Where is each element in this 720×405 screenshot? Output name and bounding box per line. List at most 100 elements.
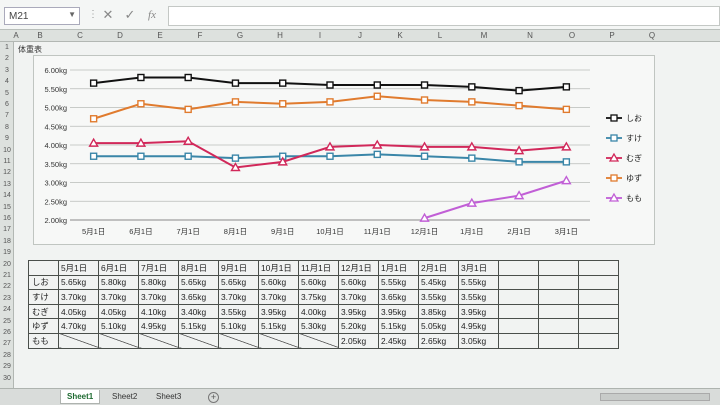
table-cell[interactable]: 5.30kg bbox=[298, 318, 339, 334]
column-header[interactable]: C bbox=[77, 31, 83, 40]
row-header[interactable]: 4 bbox=[5, 78, 9, 86]
table-cell[interactable] bbox=[98, 332, 139, 349]
table-cell[interactable]: 3.75kg bbox=[298, 289, 339, 305]
formula-input[interactable] bbox=[168, 6, 720, 26]
table-cell[interactable] bbox=[498, 332, 539, 349]
table-cell[interactable]: 5.80kg bbox=[98, 274, 139, 291]
table-cell[interactable]: 4.95kg bbox=[138, 318, 179, 334]
table-cell[interactable] bbox=[538, 303, 579, 320]
table-cell[interactable]: 3.95kg bbox=[338, 303, 379, 320]
table-cell[interactable] bbox=[538, 260, 579, 276]
table-cell[interactable] bbox=[138, 332, 179, 349]
table-cell[interactable]: 5.60kg bbox=[258, 274, 299, 291]
row-header[interactable]: 8 bbox=[5, 123, 9, 131]
table-cell[interactable]: 3.85kg bbox=[418, 303, 459, 320]
cancel-icon[interactable]: ✕ bbox=[102, 7, 114, 22]
table-header-cell[interactable]: 6月1日 bbox=[98, 260, 139, 276]
add-sheet-icon[interactable]: + bbox=[208, 392, 219, 403]
table-cell[interactable] bbox=[58, 332, 99, 349]
horizontal-scrollbar[interactable] bbox=[600, 393, 710, 401]
tab-sheet3[interactable]: Sheet3 bbox=[156, 392, 182, 401]
column-header[interactable]: G bbox=[236, 31, 244, 40]
table-cell[interactable]: 4.05kg bbox=[98, 303, 139, 320]
table-cell[interactable]: 3.70kg bbox=[58, 289, 99, 305]
row-header[interactable]: 1 bbox=[5, 44, 9, 51]
row-header[interactable]: 17 bbox=[3, 226, 11, 234]
table-header-cell[interactable]: 9月1日 bbox=[218, 260, 259, 276]
tab-sheet2[interactable]: Sheet2 bbox=[112, 392, 138, 401]
table-cell[interactable] bbox=[578, 318, 619, 334]
table-cell[interactable] bbox=[498, 274, 539, 291]
table-cell[interactable] bbox=[498, 318, 539, 334]
sheet-title-cell[interactable]: 体重表 bbox=[18, 45, 42, 54]
table-cell[interactable] bbox=[578, 260, 619, 276]
table-cell[interactable]: 3.70kg bbox=[218, 289, 259, 305]
enter-icon[interactable]: ✓ bbox=[124, 7, 136, 22]
table-cell[interactable] bbox=[578, 303, 619, 320]
weight-line-chart[interactable]: 6.00kg 5.50kg 5.00kg 4.50kg 4.00kg 3.50kg 3.00… bbox=[33, 55, 655, 245]
table-cell[interactable]: 3.40kg bbox=[178, 303, 219, 320]
column-header[interactable]: E bbox=[157, 31, 163, 40]
table-cell[interactable]: 5.55kg bbox=[458, 274, 499, 291]
table-cell[interactable]: 3.95kg bbox=[258, 303, 299, 320]
table-header-cell[interactable]: 12月1日 bbox=[338, 260, 379, 276]
table-cell[interactable]: 4.10kg bbox=[138, 303, 179, 320]
table-cell[interactable]: 4.05kg bbox=[58, 303, 99, 320]
column-header[interactable]: F bbox=[197, 31, 203, 40]
column-header[interactable]: P bbox=[609, 31, 615, 40]
table-cell[interactable]: 3.70kg bbox=[98, 289, 139, 305]
table-cell[interactable]: 5.65kg bbox=[178, 274, 219, 291]
table-cell[interactable]: 5.05kg bbox=[418, 318, 459, 334]
table-cell[interactable]: 3.65kg bbox=[378, 289, 419, 305]
row-header[interactable]: 30 bbox=[3, 374, 11, 382]
column-header[interactable]: H bbox=[277, 31, 283, 40]
row-header[interactable]: 15 bbox=[3, 203, 11, 211]
table-cell[interactable] bbox=[218, 332, 259, 349]
table-cell[interactable]: 5.20kg bbox=[338, 318, 379, 334]
row-label-cell[interactable]: しお bbox=[28, 274, 59, 291]
table-cell[interactable]: 5.10kg bbox=[218, 318, 259, 334]
table-header-cell[interactable]: 3月1日 bbox=[458, 260, 499, 276]
table-header-cell[interactable]: 2月1日 bbox=[418, 260, 459, 276]
chevron-down-icon[interactable]: ▼ bbox=[68, 10, 76, 19]
table-cell[interactable]: 5.15kg bbox=[258, 318, 299, 334]
table-cell[interactable]: 5.65kg bbox=[218, 274, 259, 291]
column-header[interactable]: O bbox=[568, 31, 576, 40]
column-header[interactable]: N bbox=[527, 31, 533, 40]
table-cell[interactable] bbox=[178, 332, 219, 349]
table-header-cell[interactable]: 7月1日 bbox=[138, 260, 179, 276]
column-header[interactable]: Q bbox=[648, 31, 656, 40]
table-cell[interactable]: 5.15kg bbox=[178, 318, 219, 334]
table-cell[interactable] bbox=[498, 260, 539, 276]
table-cell[interactable]: 3.70kg bbox=[338, 289, 379, 305]
row-header[interactable]: 11 bbox=[3, 158, 11, 165]
table-cell[interactable] bbox=[578, 332, 619, 349]
table-cell[interactable]: 2.05kg bbox=[338, 332, 379, 349]
table-cell[interactable] bbox=[258, 332, 299, 349]
table-cell[interactable]: 5.15kg bbox=[378, 318, 419, 334]
row-label-cell[interactable]: むぎ bbox=[28, 303, 59, 320]
table-cell[interactable]: 5.60kg bbox=[338, 274, 379, 291]
table-header-cell[interactable]: 8月1日 bbox=[178, 260, 219, 276]
table-header-cell[interactable]: 5月1日 bbox=[58, 260, 99, 276]
row-header[interactable]: 27 bbox=[3, 340, 11, 348]
table-header-cell[interactable]: 10月1日 bbox=[258, 260, 299, 276]
row-header[interactable]: 3 bbox=[5, 66, 9, 74]
name-box[interactable]: M21 ▼ bbox=[4, 7, 80, 25]
table-cell[interactable]: 5.60kg bbox=[298, 274, 339, 291]
row-header[interactable]: 24 bbox=[3, 306, 11, 314]
row-header[interactable]: 7 bbox=[5, 112, 9, 120]
table-cell[interactable] bbox=[298, 332, 339, 349]
column-header[interactable]: A bbox=[13, 31, 19, 40]
row-header[interactable]: 23 bbox=[3, 294, 11, 302]
row-header[interactable]: 22 bbox=[3, 283, 11, 291]
table-cell[interactable] bbox=[538, 318, 579, 334]
table-cell[interactable]: 5.45kg bbox=[418, 274, 459, 291]
row-header[interactable]: 13 bbox=[3, 180, 11, 188]
column-header[interactable]: B bbox=[37, 31, 43, 40]
row-label-cell[interactable]: ゆず bbox=[28, 318, 59, 334]
table-cell[interactable]: 2.65kg bbox=[418, 332, 459, 349]
insert-function-icon[interactable]: fx bbox=[148, 9, 156, 21]
table-cell[interactable]: 3.55kg bbox=[218, 303, 259, 320]
table-cell[interactable]: 3.95kg bbox=[458, 303, 499, 320]
